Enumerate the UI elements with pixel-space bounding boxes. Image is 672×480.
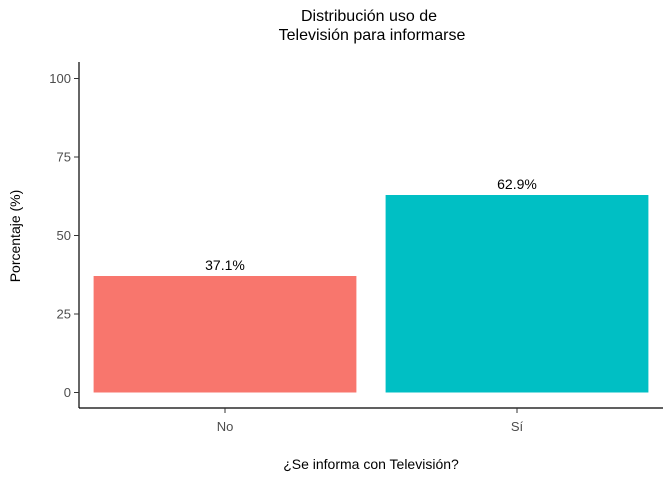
x-axis: No Sí [79, 407, 663, 434]
bar-no [93, 276, 357, 393]
y-tick-label: 75 [57, 150, 71, 165]
data-labels-group: 37.1% 62.9% [205, 176, 537, 273]
y-tick-label: 0 [64, 385, 71, 400]
y-tick-label: 50 [57, 228, 71, 243]
y-tick-label: 25 [57, 307, 71, 322]
bar-sí [385, 195, 649, 393]
chart-title-line-1: Distribución uso de [301, 8, 437, 25]
chart-title-line-2: Televisión para informarse [279, 27, 466, 44]
x-axis-title: ¿Se informa con Televisión? [283, 456, 459, 472]
data-label-no: 37.1% [205, 257, 245, 273]
x-tick-label-no: No [217, 419, 234, 434]
y-tick-label: 100 [49, 71, 71, 86]
y-axis-title: Porcentaje (%) [7, 190, 23, 283]
bars-group [93, 195, 649, 393]
data-label-sí: 62.9% [497, 176, 537, 192]
x-tick-label-sí: Sí [511, 419, 524, 434]
y-axis: 0 25 50 75 100 [49, 62, 80, 408]
